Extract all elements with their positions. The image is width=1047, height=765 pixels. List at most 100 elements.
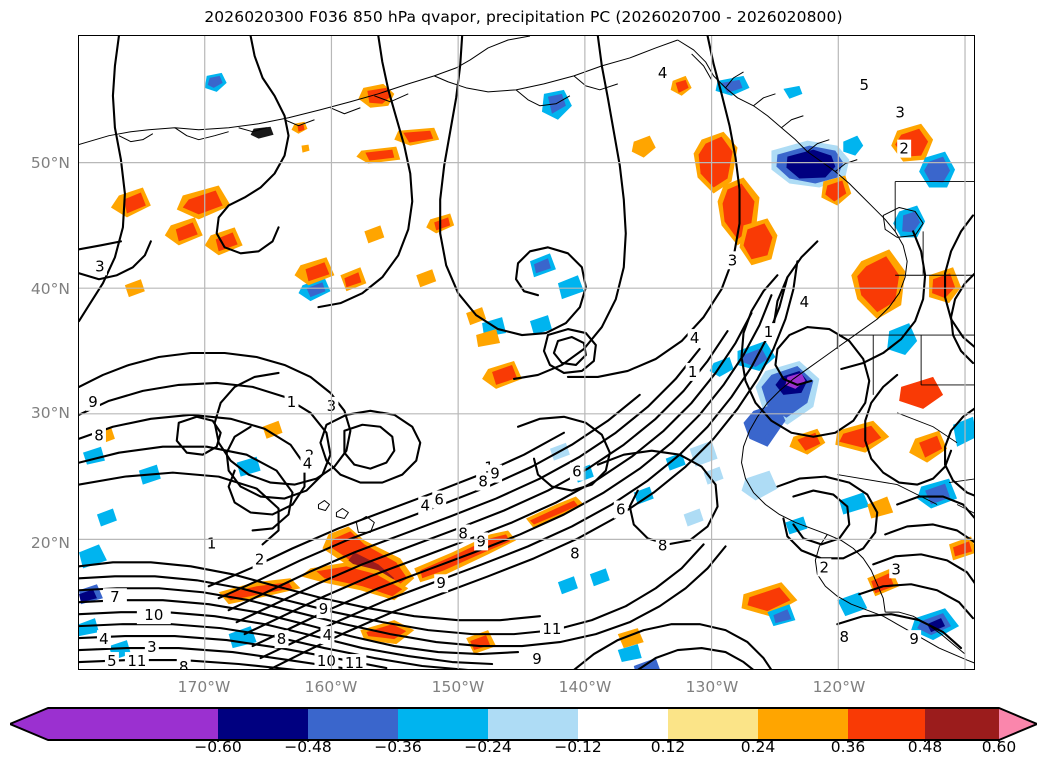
svg-text:8: 8 <box>478 473 488 491</box>
svg-text:1: 1 <box>764 323 774 341</box>
svg-text:3: 3 <box>95 257 105 275</box>
svg-text:10: 10 <box>144 606 163 624</box>
svg-text:2: 2 <box>255 550 265 568</box>
colorbar-tick-marks <box>217 740 1000 742</box>
contour-label: 4 <box>418 497 433 515</box>
svg-text:3: 3 <box>895 104 905 122</box>
colorbar-extend-right <box>999 708 1037 740</box>
svg-text:5: 5 <box>107 652 117 669</box>
colorbar-label-5: 0.12 <box>650 738 686 756</box>
contour-label: 4 <box>300 455 315 473</box>
x-tick-label-140w: 140°W <box>558 678 612 696</box>
svg-text:6: 6 <box>572 463 582 481</box>
svg-text:4: 4 <box>800 293 810 311</box>
contour-label: 2 <box>897 140 912 158</box>
contour-label: 8 <box>837 628 852 646</box>
svg-text:4: 4 <box>420 497 430 515</box>
contour-label: 10 <box>314 652 339 669</box>
contour-label: 10 <box>136 606 171 624</box>
svg-text:9: 9 <box>532 650 542 668</box>
colorbar-label-9: 0.60 <box>981 738 1017 756</box>
svg-text:4: 4 <box>303 455 313 473</box>
contour-label: 8 <box>176 658 191 669</box>
contour-label: 8 <box>476 473 491 491</box>
svg-text:8: 8 <box>94 427 104 445</box>
contour-label: 3 <box>92 257 107 275</box>
svg-text:9: 9 <box>490 465 500 483</box>
contour-label: 3 <box>893 104 908 122</box>
contour-label: 6 <box>613 500 628 518</box>
contour-label: 9 <box>488 465 503 483</box>
colorbar-label-2: −0.36 <box>374 738 422 756</box>
svg-text:4: 4 <box>690 329 700 347</box>
colorbar-segments <box>10 708 1037 740</box>
y-tick-label-40n: 40°N <box>30 280 70 298</box>
colorbar-extend-left <box>10 708 48 740</box>
page-title: 2026020300 F036 850 hPa qvapor, precipit… <box>204 8 843 26</box>
contour-label: 2 <box>252 550 267 568</box>
contour-label: 6 <box>569 463 584 481</box>
colorbar-seg-light-blue <box>488 708 578 740</box>
svg-text:4: 4 <box>99 630 109 648</box>
svg-text:1: 1 <box>207 534 217 552</box>
colorbar-seg-orange <box>758 708 848 740</box>
contour-label: 7 <box>102 588 127 606</box>
contour-label: 8 <box>456 524 471 542</box>
svg-text:9: 9 <box>319 600 329 618</box>
colorbar-label-6: 0.24 <box>740 738 776 756</box>
x-tick-label-160w: 160°W <box>304 678 358 696</box>
svg-text:9: 9 <box>436 574 446 592</box>
svg-text:9: 9 <box>909 630 919 648</box>
colorbar-label-1: −0.48 <box>284 738 332 756</box>
colorbar-seg-cyan <box>398 708 488 740</box>
colorbar[interactable] <box>10 706 1037 742</box>
colorbar-seg-dark-red <box>925 708 999 740</box>
contour-label: 1 <box>204 534 219 552</box>
svg-text:8: 8 <box>277 630 287 648</box>
contour-label: 4 <box>687 329 702 347</box>
svg-text:9: 9 <box>476 532 486 550</box>
colorbar-seg-red-orange <box>848 708 925 740</box>
contour-label: 5 <box>104 652 119 669</box>
svg-text:5: 5 <box>859 76 869 94</box>
patch-group-california <box>689 341 974 509</box>
svg-text:2: 2 <box>899 140 909 158</box>
colorbar-seg-purple <box>48 708 218 740</box>
svg-text:10: 10 <box>317 652 336 669</box>
svg-text:4: 4 <box>323 626 333 644</box>
contour-label: 2 <box>817 558 832 576</box>
x-tick-label-120w: 120°W <box>812 678 866 696</box>
contour-label: 4 <box>320 626 335 644</box>
svg-text:3: 3 <box>728 251 738 269</box>
svg-text:11: 11 <box>127 652 146 669</box>
colorbar-label-4: −0.12 <box>554 738 602 756</box>
contour-label: 8 <box>655 536 670 554</box>
contour-label: 6 <box>432 491 447 509</box>
contour-label: 11 <box>124 652 149 669</box>
svg-text:1: 1 <box>287 393 297 411</box>
svg-text:6: 6 <box>434 491 444 509</box>
svg-text:8: 8 <box>658 536 668 554</box>
colorbar-seg-light-yellow <box>668 708 758 740</box>
svg-text:3: 3 <box>891 560 901 578</box>
svg-text:4: 4 <box>658 64 668 82</box>
patch-group-central-pacific <box>82 185 724 527</box>
svg-text:8: 8 <box>840 628 850 646</box>
contour-label: 9 <box>907 630 922 648</box>
contour-label: 8 <box>567 544 582 562</box>
contour-label: 3 <box>725 251 740 269</box>
colorbar-label-0: −0.60 <box>194 738 242 756</box>
x-tick-label-130w: 130°W <box>685 678 739 696</box>
y-tick-label-30n: 30°N <box>30 404 70 422</box>
contour-label: 9 <box>529 650 544 668</box>
svg-text:11: 11 <box>542 620 561 638</box>
map-plot-area[interactable]: 3 9 8 1 2 1 3 2 4 7 10 4 3 5 11 8 9 <box>78 35 975 670</box>
contour-label: 11 <box>539 620 564 638</box>
contour-label: 9 <box>316 600 331 618</box>
svg-text:6: 6 <box>616 500 626 518</box>
contour-label: 5 <box>857 76 872 94</box>
patch-group-gulf-of-alaska <box>631 75 864 266</box>
y-tick-label-50n: 50°N <box>30 154 70 172</box>
colorbar-seg-navy <box>218 708 308 740</box>
contour-label: 1 <box>685 363 700 381</box>
